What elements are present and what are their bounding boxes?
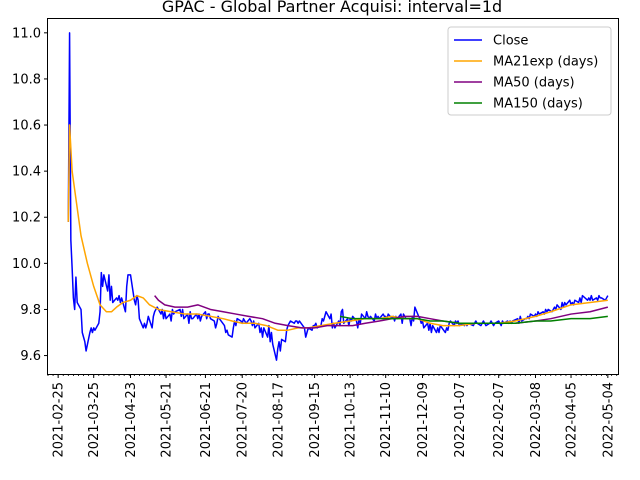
x-tick-label: 2021-02-25	[52, 382, 67, 458]
y-tick-label: 10.2	[12, 211, 41, 226]
x-tick-label: 2021-08-17	[271, 382, 286, 458]
x-axis: 2021-02-25 2021-03-25 2021-04-23 2021-05-21…	[48, 374, 617, 458]
y-tick-label: 10.0	[12, 257, 41, 272]
x-tick-label: 2022-04-05	[565, 382, 580, 458]
legend-label-1: MA21exp (days)	[493, 55, 598, 70]
x-tick-label: 2021-05-21	[160, 382, 175, 458]
y-axis: 9.6 9.8 10.0 10.2 10.4 10.6 10.8 11.0	[12, 26, 48, 364]
y-tick-label: 10.6	[12, 119, 41, 134]
x-tick-label: 2021-04-23	[124, 382, 139, 458]
x-tick-label: 2021-11-10	[379, 382, 394, 458]
legend-label-2: MA50 (days)	[493, 76, 575, 91]
legend-label-0: Close	[493, 34, 528, 49]
x-tick-label: 2021-12-09	[416, 382, 431, 458]
y-tick-label: 11.0	[12, 26, 41, 41]
y-tick-label: 9.6	[20, 349, 41, 364]
x-tick-label: 2021-07-20	[236, 382, 251, 458]
x-tick-label: 2022-03-08	[529, 382, 544, 458]
x-tick-label: 2022-01-07	[453, 382, 468, 458]
x-tick-label: 2021-06-21	[199, 382, 214, 458]
y-tick-label: 10.8	[12, 72, 41, 87]
legend-label-3: MA150 (days)	[493, 97, 583, 112]
y-tick-label: 9.8	[20, 303, 41, 318]
series-line-1	[68, 125, 608, 330]
chart-title: GPAC - Global Partner Acquisi: interval=…	[162, 0, 502, 16]
x-tick-label: 2021-10-13	[344, 382, 359, 458]
x-tick-label: 2022-05-04	[601, 382, 616, 458]
x-tick-label: 2022-02-07	[492, 382, 507, 458]
x-tick-label: 2021-03-25	[87, 382, 102, 458]
legend: Close MA21exp (days) MA50 (days) MA150 (day…	[448, 27, 611, 115]
x-tick-label: 2021-09-15	[308, 382, 323, 458]
y-tick-label: 10.4	[12, 165, 41, 180]
